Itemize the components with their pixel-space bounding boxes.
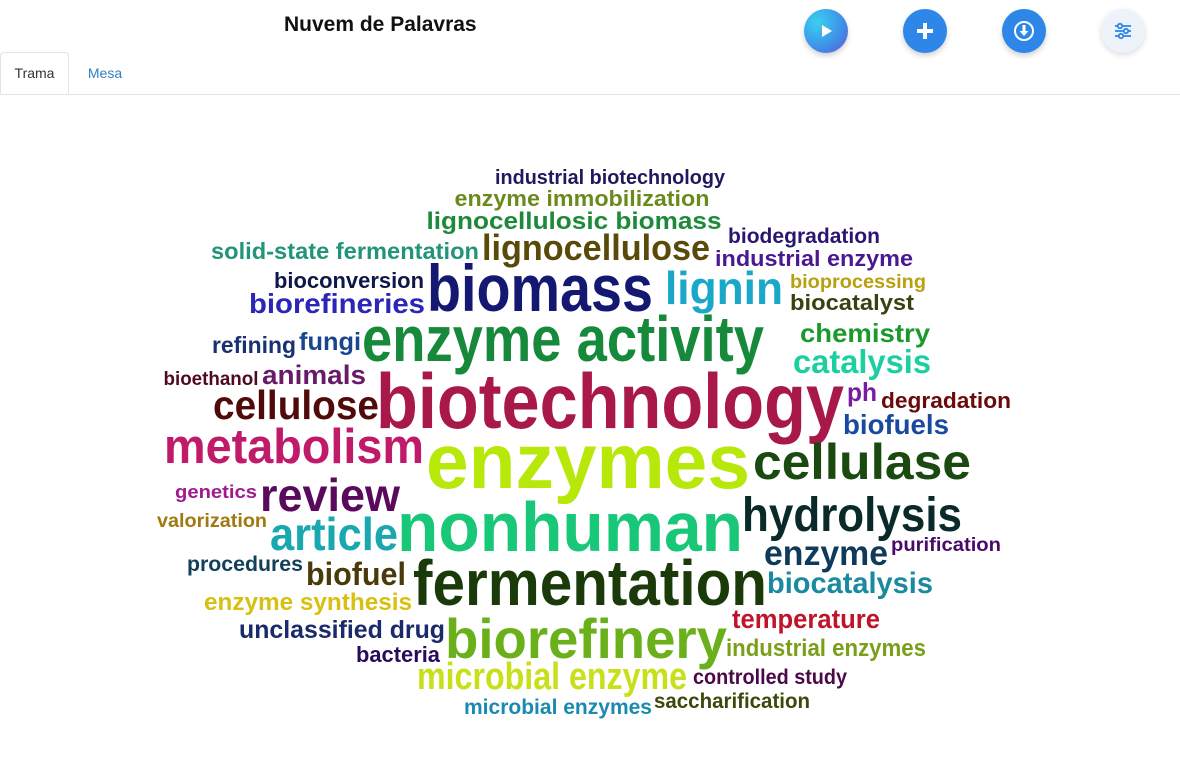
word-biofuels: biofuels (843, 409, 949, 440)
word-industrial-enzymes: industrial enzymes (726, 635, 926, 662)
word-genetics: genetics (175, 482, 257, 502)
word-animals: animals (262, 360, 366, 390)
word-lignin: lignin (665, 262, 783, 314)
page-title: Nuvem de Palavras (284, 13, 477, 36)
word-cellulase: cellulase (753, 434, 971, 490)
play-icon (822, 25, 832, 37)
word-biorefinery: biorefinery (445, 607, 727, 670)
plus-icon (917, 23, 933, 39)
word-bioconversion: bioconversion (274, 268, 424, 293)
download-button[interactable] (1002, 9, 1046, 53)
word-fungi: fungi (299, 328, 361, 356)
word-procedures: procedures (187, 553, 303, 576)
word-microbial-enzyme: microbial enzyme (417, 656, 687, 698)
word-enzyme-immobilization: enzyme immobilization (455, 186, 710, 211)
tab-mesa[interactable]: Mesa (87, 64, 123, 81)
word-saccharification: saccharification (654, 690, 810, 713)
settings-button[interactable] (1101, 9, 1145, 53)
word-catalysis: catalysis (793, 343, 931, 380)
word-enzymes: enzymes (426, 417, 750, 505)
word-article: article (270, 508, 398, 560)
word-valorization: valorization (157, 511, 267, 532)
sliders-icon (1115, 22, 1131, 40)
word-biorefineries: biorefineries (249, 288, 425, 319)
word-biocatalysis: biocatalysis (767, 567, 933, 600)
word-biomass: biomass (427, 251, 653, 325)
word-nonhuman: nonhuman (397, 488, 743, 566)
word-enzyme-synthesis: enzyme synthesis (204, 589, 412, 616)
word-biotechnology: biotechnology (376, 357, 844, 445)
word-lignocellulosic-biomass: lignocellulosic biomass (427, 208, 722, 235)
word-microbial-enzymes: microbial enzymes (464, 696, 652, 719)
word-hydrolysis: hydrolysis (742, 489, 962, 542)
word-bioprocessing: bioprocessing (790, 272, 926, 293)
word-unclassified-drug: unclassified drug (239, 616, 445, 644)
tab-bar: Trama Mesa (0, 52, 1180, 95)
word-metabolism: metabolism (164, 420, 424, 474)
word-chemistry: chemistry (800, 318, 931, 348)
play-button[interactable] (804, 9, 848, 53)
word-degradation: degradation (881, 388, 1011, 413)
word-biodegradation: biodegradation (728, 225, 880, 248)
word-fermentation: fermentation (413, 547, 767, 619)
word-ph: ph (847, 377, 877, 407)
tab-trama[interactable]: Trama (0, 52, 69, 94)
word-temperature: temperature (732, 604, 880, 634)
word-enzyme-activity: enzyme activity (362, 303, 764, 375)
word-cloud: industrial biotechnology enzyme immobiliz… (0, 95, 1180, 755)
download-icon (1014, 21, 1034, 41)
word-lignocellulose: lignocellulose (482, 227, 710, 268)
word-controlled-study: controlled study (693, 666, 847, 689)
word-solid-state-fermentation: solid-state fermentation (211, 238, 479, 264)
word-industrial-enzyme: industrial enzyme (715, 246, 913, 271)
word-biofuel: biofuel (306, 556, 406, 592)
word-enzyme: enzyme (764, 534, 888, 573)
word-bioethanol: bioethanol (164, 369, 259, 390)
word-cellulose: cellulose (213, 382, 379, 428)
add-button[interactable] (903, 9, 947, 53)
word-purification: purification (891, 535, 1001, 556)
word-review: review (260, 469, 400, 521)
word-biocatalyst: biocatalyst (790, 290, 915, 315)
word-industrial-biotechnology: industrial biotechnology (495, 167, 726, 189)
word-bacteria: bacteria (356, 642, 441, 667)
word-refining: refining (212, 332, 296, 358)
